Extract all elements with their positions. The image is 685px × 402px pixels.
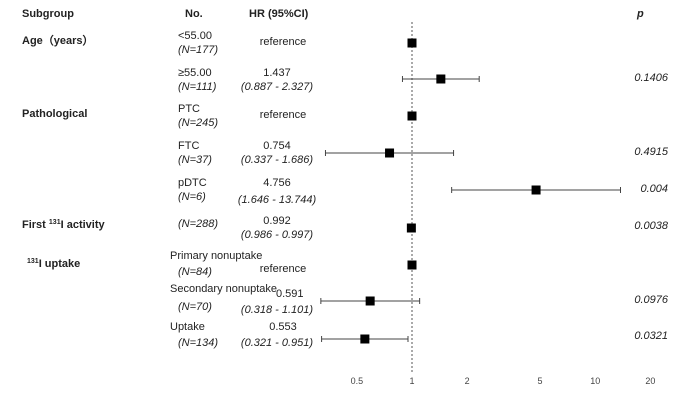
header-subgroup: Subgroup: [22, 8, 74, 20]
row-hr: 4.756: [263, 177, 291, 189]
row-category: pDTC: [178, 177, 207, 189]
row-ci: (0.986 - 0.997): [240, 229, 314, 241]
x-tick-label: 2: [465, 376, 470, 386]
header-p: p: [637, 8, 644, 20]
hr-marker: [436, 74, 446, 84]
row-hr: 0.553: [269, 321, 297, 333]
x-tick-label: 20: [645, 376, 655, 386]
group-uptake: 131I uptake: [27, 258, 81, 270]
row-hr: reference: [259, 109, 307, 121]
row-hr: reference: [259, 263, 307, 275]
row-ci: (0.337 - 1.686): [240, 154, 314, 166]
row-n: (N=70): [178, 301, 212, 313]
row-category: FTC: [178, 140, 200, 152]
row-p: 0.4915: [634, 146, 668, 158]
hr-marker: [406, 223, 416, 233]
group-age: Age（years）: [22, 35, 94, 47]
row-ci: (0.318 - 1.101): [240, 304, 314, 316]
row-n: (N=177): [178, 44, 219, 56]
row-n: (N=84): [178, 266, 212, 278]
hr-marker: [531, 185, 541, 195]
hr-marker: [407, 260, 417, 270]
row-category: Secondary nonuptake: [170, 283, 278, 295]
row-category: PTC: [178, 103, 200, 115]
hr-marker: [407, 38, 417, 48]
row-category: Primary nonuptake: [170, 250, 263, 262]
header-no: No.: [185, 8, 203, 20]
row-hr: 0.992: [263, 215, 291, 227]
row-ci: (1.646 - 13.744): [237, 194, 317, 206]
row-p: 0.004: [640, 183, 668, 195]
row-hr: 1.437: [263, 67, 291, 79]
row-category: <55.00: [178, 30, 212, 42]
hr-marker: [360, 334, 370, 344]
row-hr: reference: [259, 36, 307, 48]
hr-marker: [365, 296, 375, 306]
hr-marker: [385, 148, 395, 158]
x-tick-label: 5: [538, 376, 543, 386]
row-n: (N=134): [178, 337, 219, 349]
row-ci: (0.321 - 0.951): [240, 337, 314, 349]
row-n: (N=37): [178, 154, 212, 166]
row-p: 0.1406: [634, 72, 668, 84]
row-n: (N=245): [178, 117, 219, 129]
row-n: (N=6): [178, 191, 206, 203]
header-hr: HR (95%CI): [249, 8, 309, 20]
row-p: 0.0976: [634, 294, 668, 306]
row-category: ≥55.00: [178, 67, 212, 79]
row-n: (N=288): [178, 218, 219, 230]
row-ci: (0.887 - 2.327): [240, 81, 314, 93]
x-tick-label: 1: [409, 376, 414, 386]
group-first-activity: First 131I activity: [22, 219, 105, 231]
row-category: Uptake: [170, 321, 205, 333]
x-tick-label: 0.5: [351, 376, 364, 386]
row-n: (N=111): [178, 81, 217, 93]
row-hr: 0.754: [263, 140, 291, 152]
x-tick-label: 10: [590, 376, 600, 386]
row-p: 0.0038: [634, 220, 668, 232]
group-pathological: Pathological: [22, 108, 88, 120]
row-hr: 0.591: [276, 288, 304, 300]
hr-marker: [407, 111, 417, 121]
row-p: 0.0321: [634, 330, 668, 342]
